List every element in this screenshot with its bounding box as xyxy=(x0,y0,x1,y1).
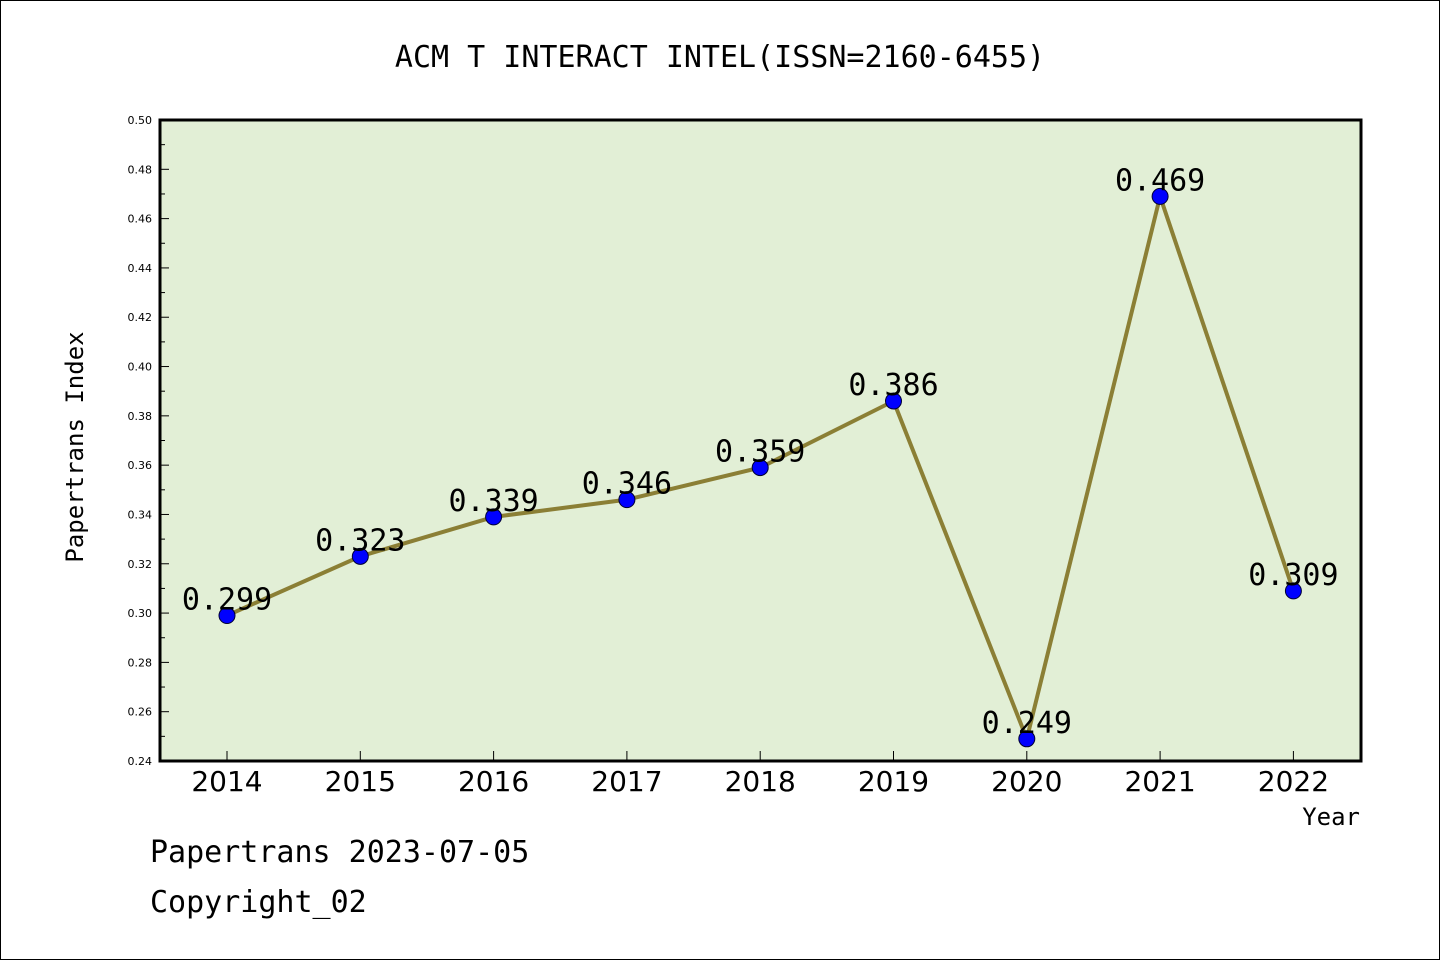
data-point xyxy=(1018,730,1036,748)
x-tick-label: 2017 xyxy=(591,765,662,798)
y-tick-label: 0.28 xyxy=(128,656,153,669)
y-tick-label: 0.38 xyxy=(128,410,153,423)
y-tick-label: 0.48 xyxy=(128,163,153,176)
data-label: 0.249 xyxy=(982,706,1072,741)
x-tick-label: 2019 xyxy=(858,765,929,798)
data-label: 0.386 xyxy=(848,368,938,403)
data-label: 0.339 xyxy=(448,484,538,519)
data-label: 0.299 xyxy=(182,583,272,618)
data-label: 0.359 xyxy=(715,435,805,470)
y-tick-label: 0.26 xyxy=(128,706,153,719)
data-label: 0.346 xyxy=(582,467,672,502)
data-point xyxy=(485,508,503,526)
chart-title: ACM T INTERACT INTEL(ISSN=2160-6455) xyxy=(395,40,1045,75)
y-tick-label: 0.24 xyxy=(128,755,153,768)
data-point xyxy=(618,491,636,509)
data-point xyxy=(218,607,236,625)
data-label: 0.309 xyxy=(1248,558,1338,593)
y-tick-label: 0.42 xyxy=(128,311,153,324)
x-tick-label: 2016 xyxy=(458,765,529,798)
y-tick-label: 0.32 xyxy=(128,558,153,571)
y-tick-label: 0.40 xyxy=(128,361,153,374)
y-tick-label: 0.30 xyxy=(128,607,153,620)
data-points-group xyxy=(218,187,1302,748)
x-tick-label: 2015 xyxy=(325,765,396,798)
x-tick-label: 2021 xyxy=(1124,765,1195,798)
y-tick-label: 0.50 xyxy=(128,114,153,127)
data-point xyxy=(1284,582,1302,600)
x-tick-label: 2014 xyxy=(191,765,262,798)
plot-area xyxy=(158,118,1363,763)
data-point xyxy=(351,547,369,565)
y-tick-label: 0.34 xyxy=(128,508,153,521)
y-axis: 0.24 0.26 0.28 0.30 0.32 0.34 0.36 0.38 0.40 0.42… xyxy=(128,114,169,768)
data-label: 0.323 xyxy=(315,523,405,558)
x-axis-label: Year xyxy=(1302,803,1360,831)
x-tick-label: 2020 xyxy=(991,765,1062,798)
footer-date-text: Papertrans 2023-07-05 xyxy=(150,835,530,870)
y-axis-label: Papertrans Index xyxy=(61,331,89,562)
y-tick-label: 0.36 xyxy=(128,459,153,472)
footer-copyright-text: Copyright_02 xyxy=(150,885,367,920)
data-point xyxy=(1151,187,1169,205)
y-tick-label: 0.46 xyxy=(128,213,153,226)
y-tick-label: 0.44 xyxy=(128,262,153,275)
data-point xyxy=(885,392,902,410)
data-labels-group: 0.299 0.323 0.339 0.346 0.359 0.386 0.249 0.469… xyxy=(182,163,1339,740)
data-point xyxy=(751,459,769,477)
x-axis: 2014 2015 2016 2017 2018 2019 2020 2021 2022 xyxy=(191,751,1329,798)
x-tick-label: 2022 xyxy=(1258,765,1329,798)
data-label: 0.469 xyxy=(1115,163,1205,198)
x-tick-label: 2018 xyxy=(725,765,796,798)
